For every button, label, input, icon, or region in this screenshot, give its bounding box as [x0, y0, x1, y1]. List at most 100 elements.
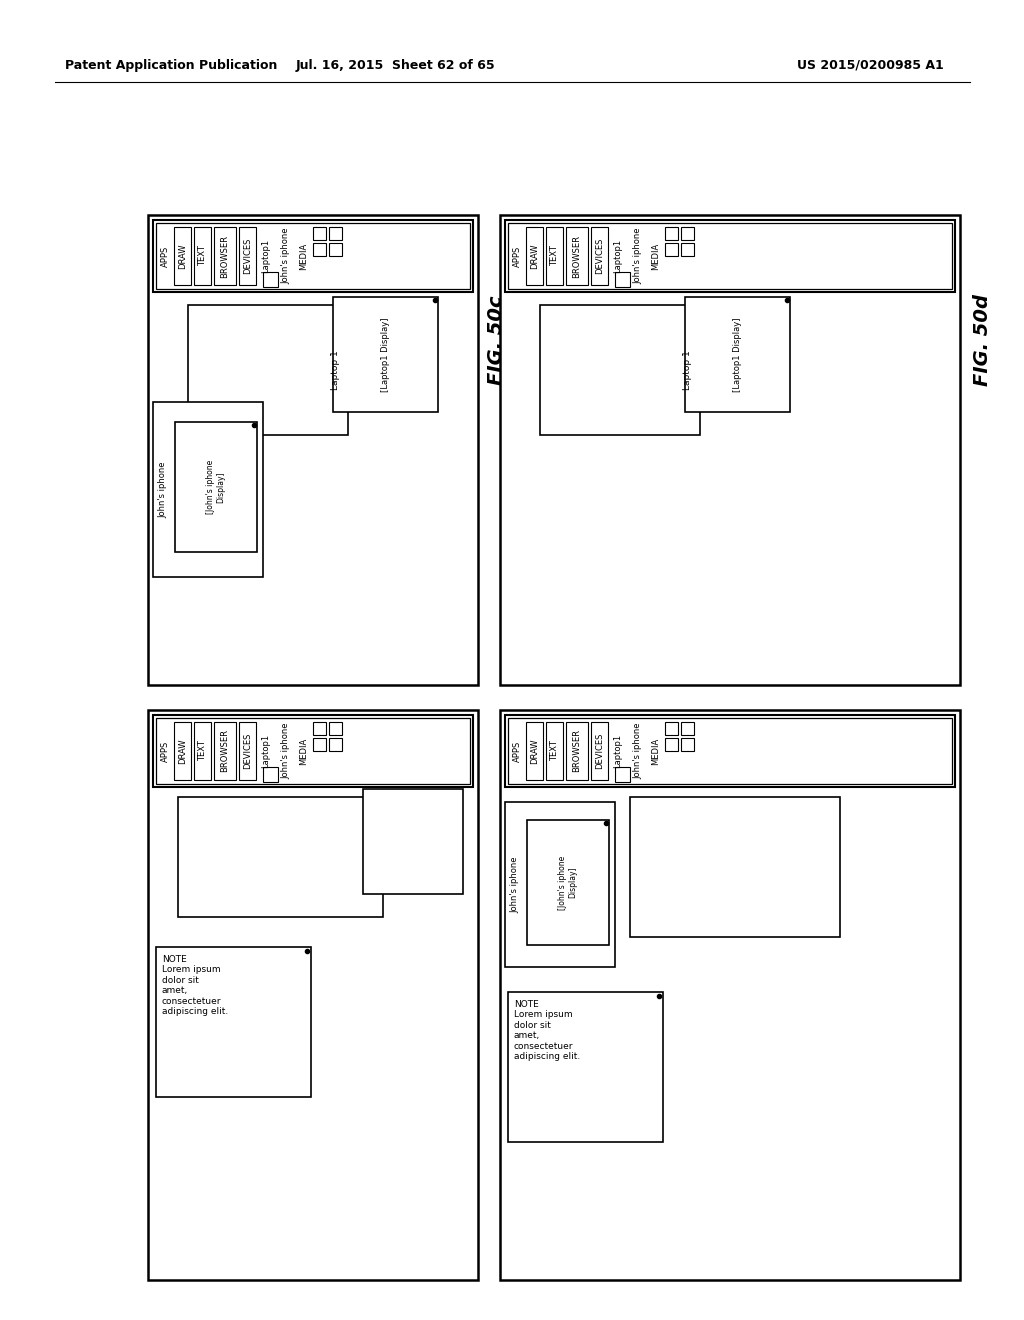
Bar	[333, 297, 438, 412]
Bar	[329, 738, 342, 751]
Text: NOTE
Lorem ipsum
dolor sit
amet,
consectetuer
adipiscing elit.: NOTE Lorem ipsum dolor sit amet, consect…	[514, 1001, 581, 1061]
Bar	[500, 215, 961, 685]
Text: Laptop1: Laptop1	[261, 239, 270, 273]
Text: BROWSER: BROWSER	[572, 730, 582, 772]
Text: Laptop 1: Laptop 1	[683, 350, 692, 389]
Bar	[194, 227, 211, 285]
Text: DEVICES: DEVICES	[595, 238, 604, 275]
Bar	[546, 722, 563, 780]
Text: BROWSER: BROWSER	[220, 730, 229, 772]
Bar	[566, 722, 588, 780]
Bar	[665, 722, 678, 735]
Bar	[214, 722, 236, 780]
Bar	[508, 223, 952, 289]
Bar	[214, 227, 236, 285]
Text: FIG. 50d: FIG. 50d	[974, 294, 992, 385]
Bar	[591, 227, 608, 285]
Bar	[615, 272, 630, 286]
Text: John's iphone: John's iphone	[282, 228, 291, 284]
Text: John's iphone: John's iphone	[282, 723, 291, 779]
Text: APPS: APPS	[512, 741, 521, 762]
Bar	[362, 789, 463, 894]
Text: DEVICES: DEVICES	[595, 733, 604, 770]
Bar	[681, 243, 694, 256]
Text: MEDIA: MEDIA	[299, 738, 308, 764]
Bar	[313, 722, 326, 735]
Bar	[685, 297, 790, 412]
Bar	[329, 227, 342, 240]
Text: MEDIA: MEDIA	[299, 243, 308, 269]
Text: [Laptop1 Display]: [Laptop1 Display]	[381, 317, 390, 392]
Bar	[156, 223, 470, 289]
Bar	[681, 738, 694, 751]
Bar	[153, 220, 473, 292]
Bar	[527, 820, 609, 945]
Text: Laptop 1: Laptop 1	[332, 350, 341, 389]
Bar	[505, 220, 955, 292]
Text: MEDIA: MEDIA	[651, 243, 660, 269]
Bar	[505, 803, 615, 968]
Text: Laptop1: Laptop1	[613, 734, 623, 768]
Text: BROWSER: BROWSER	[572, 235, 582, 277]
Text: DRAW: DRAW	[178, 738, 187, 764]
Text: TEXT: TEXT	[550, 741, 559, 762]
Text: [John's iphone
Display]: [John's iphone Display]	[206, 459, 225, 513]
Text: DRAW: DRAW	[178, 243, 187, 269]
Bar	[681, 227, 694, 240]
Text: FIG. 50c: FIG. 50c	[487, 296, 507, 384]
Text: John's iphone: John's iphone	[634, 228, 642, 284]
Bar	[665, 243, 678, 256]
Bar	[508, 993, 663, 1142]
Bar	[500, 710, 961, 1280]
Text: TEXT: TEXT	[198, 246, 207, 267]
Text: John's iphone: John's iphone	[159, 461, 168, 517]
Text: [Laptop1 Display]: [Laptop1 Display]	[733, 317, 742, 392]
Bar	[665, 738, 678, 751]
Bar	[681, 722, 694, 735]
Text: APPS: APPS	[161, 246, 170, 267]
Bar	[239, 227, 256, 285]
Bar	[263, 272, 278, 286]
Bar	[508, 718, 952, 784]
Bar	[239, 722, 256, 780]
Bar	[329, 243, 342, 256]
Bar	[630, 797, 840, 937]
Text: APPS: APPS	[512, 246, 521, 267]
Bar	[175, 422, 257, 552]
Text: TEXT: TEXT	[550, 246, 559, 267]
Bar	[174, 722, 191, 780]
Bar	[148, 710, 478, 1280]
Text: Laptop1: Laptop1	[613, 239, 623, 273]
Text: APPS: APPS	[161, 741, 170, 762]
Text: John's iphone: John's iphone	[511, 857, 519, 912]
Bar	[156, 946, 311, 1097]
Bar	[313, 227, 326, 240]
Bar	[526, 722, 543, 780]
Text: Laptop1: Laptop1	[261, 734, 270, 768]
Text: MEDIA: MEDIA	[651, 738, 660, 764]
Text: DRAW: DRAW	[530, 738, 539, 764]
Bar	[174, 227, 191, 285]
Bar	[194, 722, 211, 780]
Bar	[329, 722, 342, 735]
Text: DRAW: DRAW	[530, 243, 539, 269]
Text: John's iphone: John's iphone	[634, 723, 642, 779]
Bar	[540, 305, 700, 436]
Bar	[526, 227, 543, 285]
Bar	[178, 797, 383, 917]
Bar	[665, 227, 678, 240]
Text: [John's iphone
Display]: [John's iphone Display]	[558, 855, 578, 909]
Bar	[313, 243, 326, 256]
Bar	[566, 227, 588, 285]
Text: Patent Application Publication: Patent Application Publication	[65, 58, 278, 71]
Bar	[591, 722, 608, 780]
Text: TEXT: TEXT	[198, 741, 207, 762]
Bar	[313, 738, 326, 751]
Text: Jul. 16, 2015  Sheet 62 of 65: Jul. 16, 2015 Sheet 62 of 65	[295, 58, 495, 71]
Bar	[153, 715, 473, 787]
Bar	[156, 718, 470, 784]
Bar	[615, 767, 630, 781]
Bar	[188, 305, 348, 436]
Text: DEVICES: DEVICES	[243, 238, 252, 275]
Text: BROWSER: BROWSER	[220, 235, 229, 277]
